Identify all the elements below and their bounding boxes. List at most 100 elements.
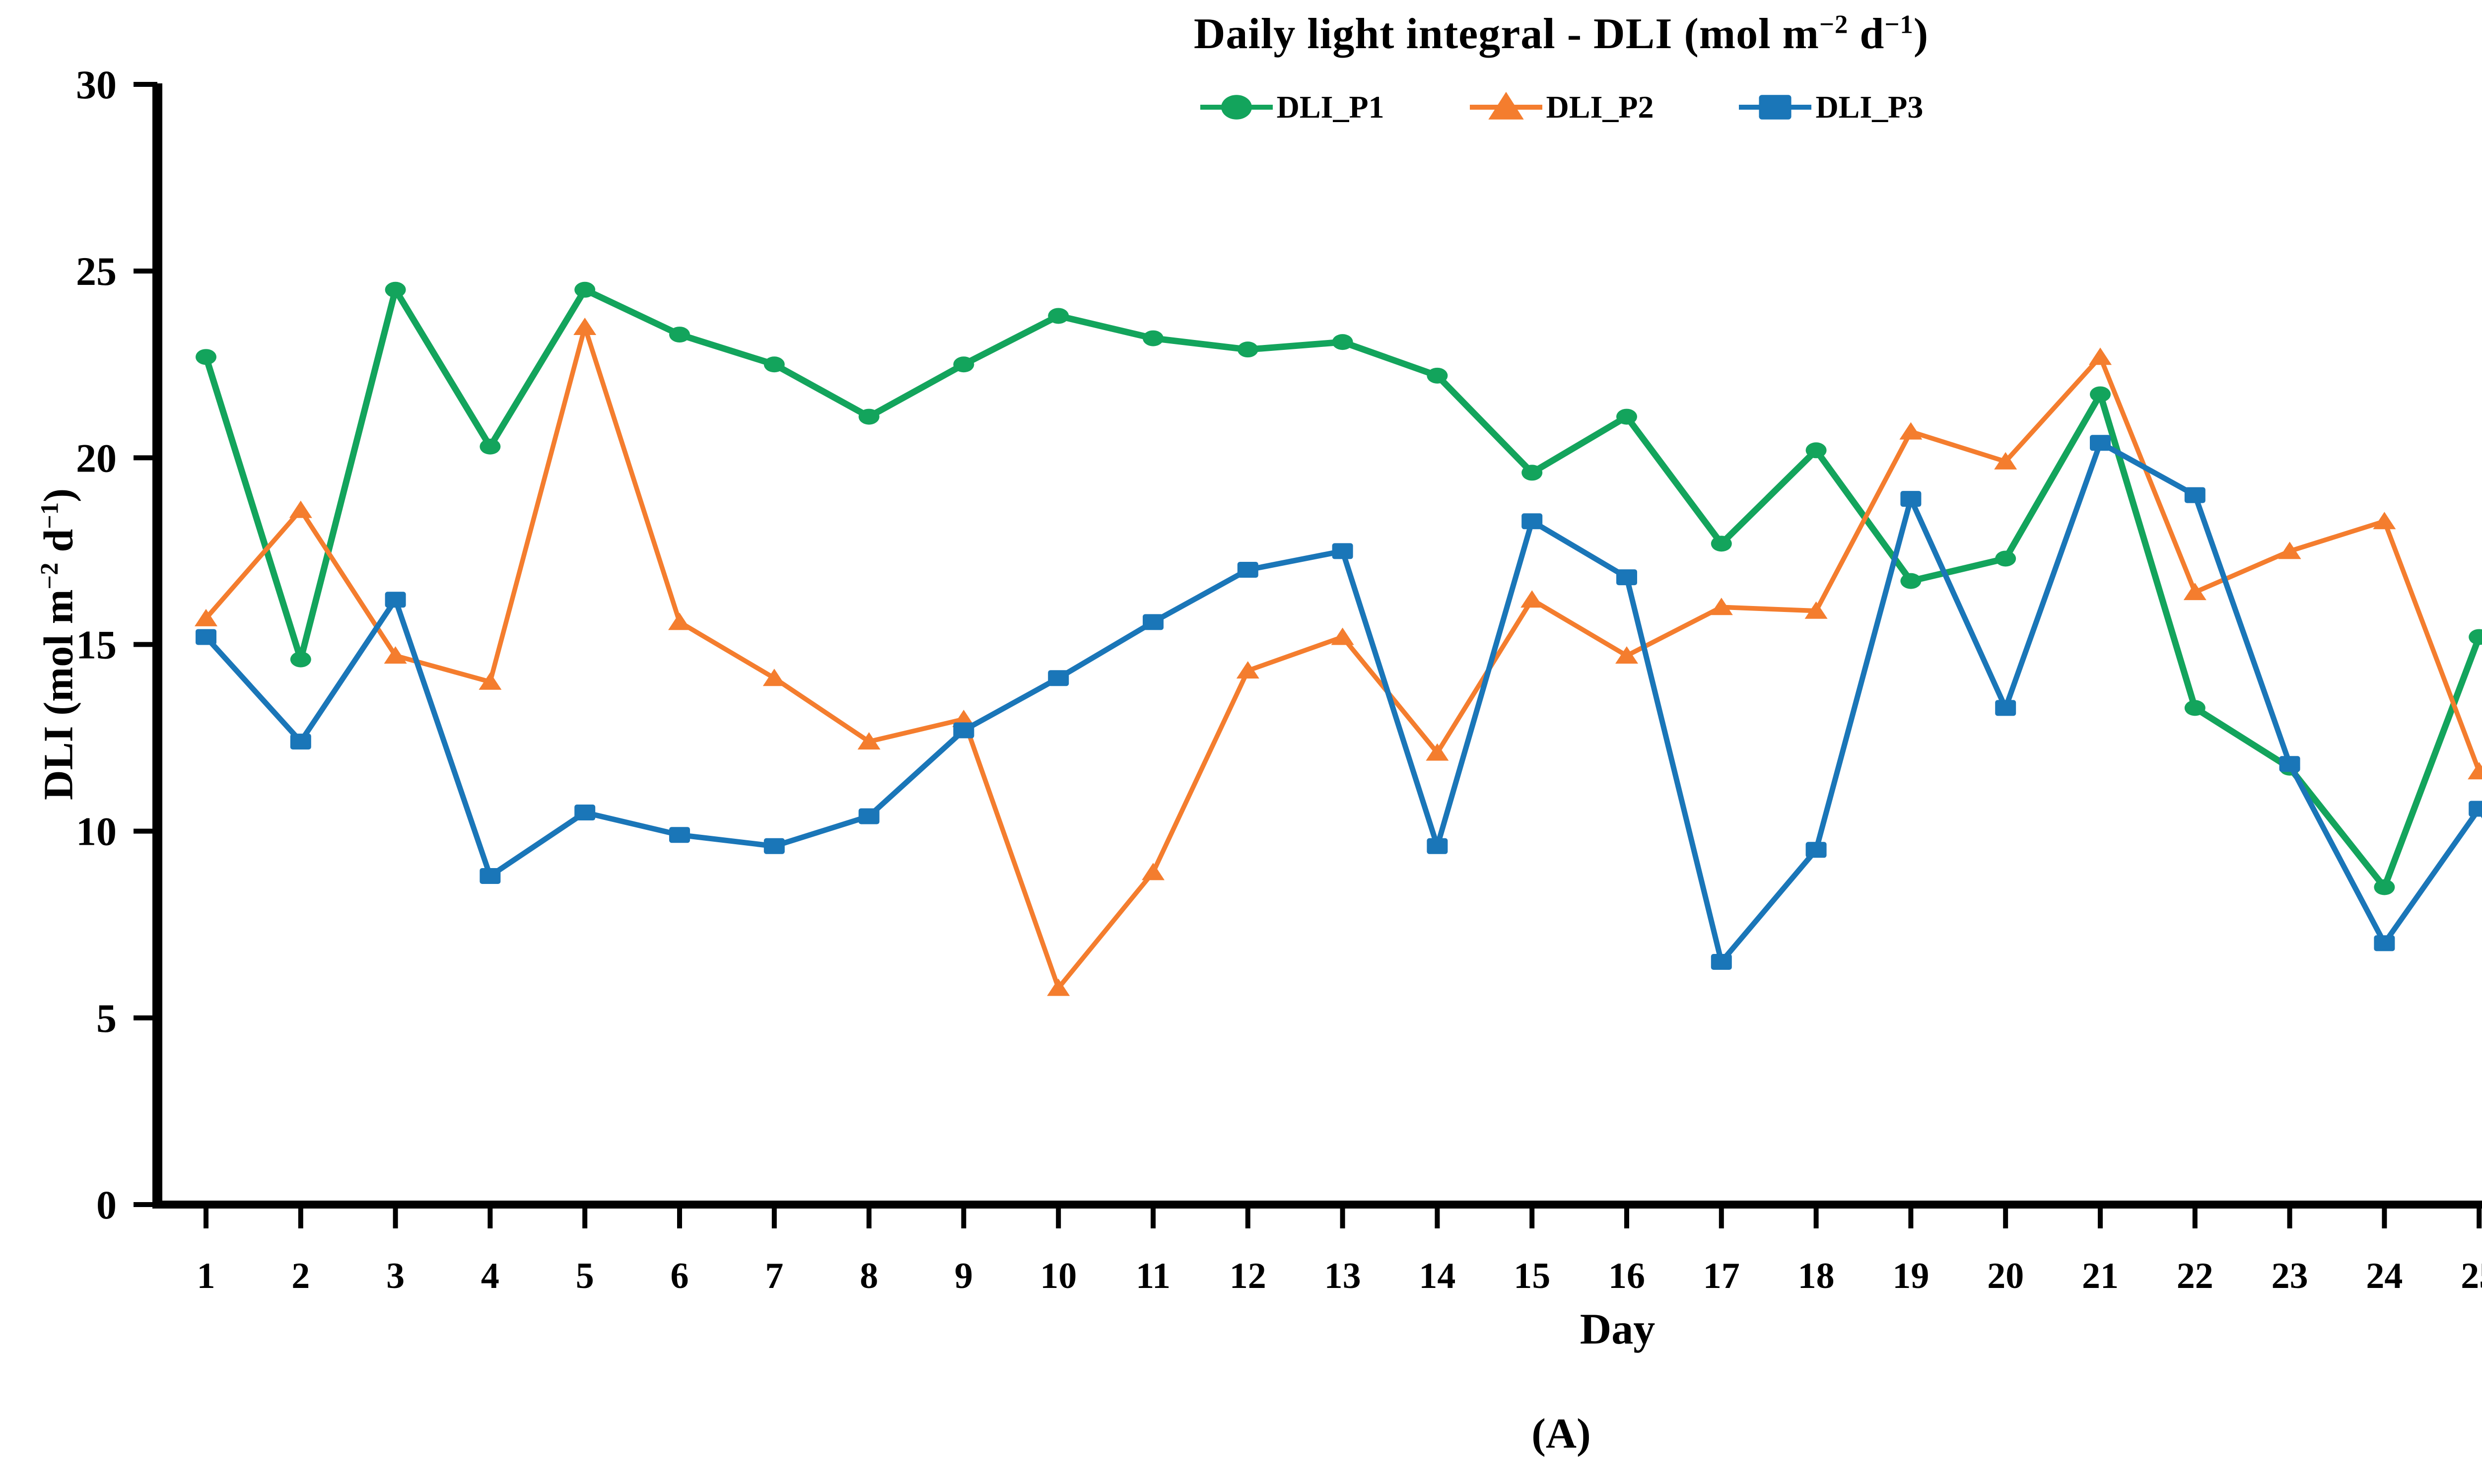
x-tick-label: 24	[2366, 1256, 2403, 1296]
data-point-triangle	[1047, 978, 1070, 996]
data-point-triangle	[1994, 452, 2017, 470]
data-point-triangle	[1236, 661, 1259, 679]
data-point-triangle	[2468, 762, 2482, 780]
data-point-triangle	[1426, 743, 1449, 761]
x-tick-label: 9	[955, 1256, 973, 1296]
legend-label-dli_p3: DLI_P3	[1815, 89, 1924, 125]
data-point-triangle	[1331, 627, 1354, 645]
data-point-square	[1995, 700, 2016, 716]
data-point-circle	[669, 327, 690, 343]
legend-label-dli_p1: DLI_P1	[1276, 89, 1384, 125]
data-point-triangle	[1710, 598, 1733, 615]
series-DLI_P1	[196, 281, 2482, 895]
chart-title-sup-2: −2	[1819, 10, 1849, 39]
data-point-triangle	[384, 646, 407, 664]
y-tick-label: 20	[76, 435, 117, 480]
data-point-triangle	[1142, 863, 1165, 880]
data-point-triangle	[195, 608, 217, 626]
data-point-square	[1332, 543, 1353, 559]
x-tick-label: 20	[1987, 1256, 2024, 1296]
legend-circle-marker	[1221, 95, 1252, 120]
series-DLI_P3	[196, 435, 2482, 970]
data-point-circle	[1711, 536, 1732, 552]
chart-title: Daily light integral - DLI (mol m−2 d−1)	[0, 9, 2482, 59]
data-point-circle	[2469, 629, 2482, 645]
y-axis-title-sup-1: −1	[35, 502, 64, 529]
y-tick-label: 30	[76, 62, 117, 107]
data-point-triangle	[668, 612, 691, 630]
data-point-square	[1521, 513, 1543, 530]
data-point-circle	[1521, 465, 1543, 481]
data-point-triangle	[289, 500, 312, 518]
data-point-square	[1427, 838, 1448, 854]
x-tick-label: 13	[1324, 1256, 1361, 1296]
data-point-circle	[2184, 700, 2206, 716]
x-tick-label: 18	[1798, 1256, 1835, 1296]
data-point-triangle	[2183, 583, 2206, 601]
x-tick-label: 15	[1514, 1256, 1550, 1296]
data-point-circle	[858, 408, 880, 425]
data-point-circle	[480, 438, 501, 455]
data-point-circle	[953, 356, 974, 373]
y-tick-label: 25	[76, 249, 117, 294]
y-tick-label: 10	[76, 809, 117, 854]
y-axis-title-text: DLI (mol m	[35, 589, 82, 801]
data-point-square	[1711, 953, 1732, 970]
data-point-square	[2374, 935, 2395, 951]
data-point-square	[669, 827, 690, 843]
square-marker-icon	[1739, 95, 1812, 120]
chart-title-after: )	[1913, 10, 1929, 58]
panel-label: (A)	[1531, 1410, 1591, 1457]
x-tick-label: 19	[1892, 1256, 1929, 1296]
data-point-circle	[2090, 386, 2111, 403]
data-point-square	[858, 808, 880, 824]
data-point-triangle	[762, 669, 786, 686]
y-axis-title-mid: d	[35, 529, 82, 563]
data-point-triangle	[573, 318, 597, 336]
y-axis-title-sup-2: −2	[35, 562, 64, 590]
data-point-square	[2090, 435, 2111, 451]
x-tick-label: 11	[1136, 1256, 1171, 1296]
y-tick-label: 0	[96, 1182, 117, 1227]
data-point-triangle	[857, 732, 881, 750]
data-point-circle	[290, 651, 311, 668]
x-tick-label: 1	[197, 1256, 215, 1296]
x-axis-title: Day	[1580, 1305, 1655, 1353]
data-point-triangle	[479, 672, 502, 690]
x-tick-label: 25	[2461, 1256, 2482, 1296]
data-point-square	[2469, 801, 2482, 817]
data-point-circle	[763, 356, 785, 373]
data-point-square	[1143, 614, 1164, 630]
data-point-triangle	[1520, 590, 1544, 608]
data-point-square	[1900, 491, 1922, 507]
x-tick-label: 17	[1703, 1256, 1740, 1296]
x-tick-label: 14	[1419, 1256, 1455, 1296]
data-point-circle	[1900, 573, 1922, 589]
data-point-triangle	[2089, 347, 2112, 365]
series-line-DLI_P1	[203, 286, 2482, 891]
legend-item-dli_p3: DLI_P3	[1738, 83, 1923, 131]
data-point-circle	[1427, 367, 1448, 384]
data-point-circle	[385, 281, 406, 298]
x-tick-label: 7	[765, 1256, 783, 1296]
y-tick-label: 5	[96, 996, 117, 1041]
data-point-square	[290, 734, 311, 750]
data-point-circle	[2374, 879, 2395, 895]
data-point-triangle	[1899, 422, 1923, 440]
chart-legend: DLI_P1 DLI_P2 DLI_P3	[0, 83, 2482, 131]
x-tick-label: 3	[386, 1256, 405, 1296]
data-point-circle	[196, 349, 216, 365]
legend-square-marker	[1759, 95, 1792, 120]
data-point-triangle	[1804, 601, 1828, 619]
legend-item-dli_p2: DLI_P2	[1469, 83, 1654, 131]
x-tick-label: 5	[576, 1256, 594, 1296]
data-point-circle	[574, 281, 596, 298]
data-point-triangle	[1615, 646, 1638, 664]
data-point-square	[574, 805, 596, 821]
legend-triangle-marker	[1488, 92, 1524, 120]
chart-title-sup-1: −1	[1884, 10, 1914, 39]
data-point-square	[385, 592, 406, 608]
x-tick-label: 12	[1230, 1256, 1266, 1296]
series-DLI_P2	[195, 318, 2482, 996]
x-tick-label: 8	[860, 1256, 878, 1296]
